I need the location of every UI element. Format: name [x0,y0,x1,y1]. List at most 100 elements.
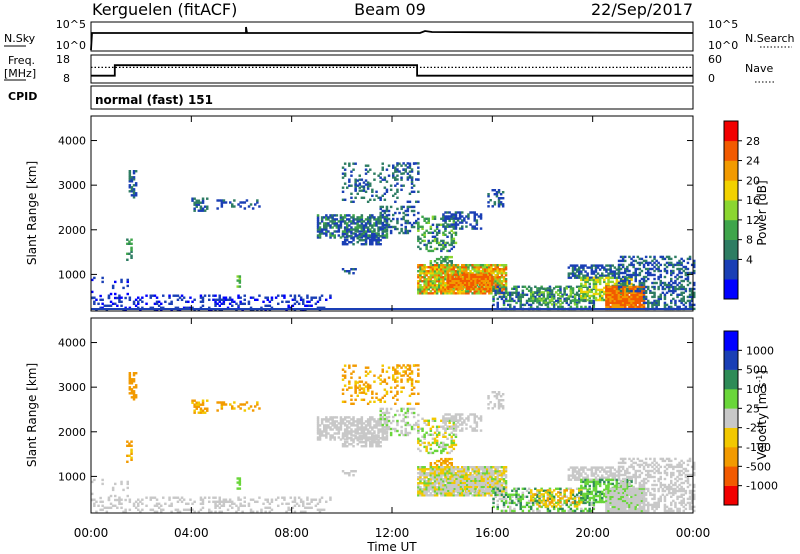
echo-cell [621,275,625,279]
echo-cell [446,241,449,245]
echo-cell [341,241,345,244]
echo-cell [354,437,357,440]
echo-cell [130,242,133,246]
echo-cell [360,222,364,225]
echo-cell [594,290,598,294]
echo-cell [638,293,642,297]
echo-cell [473,470,476,473]
echo-cell [690,287,694,291]
echo-cell [544,299,548,302]
echo-cell [617,297,621,301]
echo-cell [465,466,468,469]
echo-cell [605,282,608,286]
echo-cell [139,500,142,504]
echo-cell [440,462,443,465]
echo-cell [364,241,368,244]
echo-cell [667,281,671,285]
echo-cell [134,386,138,389]
echo-cell [475,270,479,273]
echo-cell [341,378,345,381]
echo-cell [492,264,495,267]
echo-cell [479,472,483,475]
echo-cell [450,449,453,453]
echo-cell [619,299,623,303]
echo-cell [331,234,334,237]
echo-cell [410,180,414,183]
echo-cell [500,272,504,275]
echo-cell [406,431,410,435]
echo-cell [674,255,677,259]
echo-cell [239,302,242,306]
echo-cell [467,470,470,473]
echo-cell [452,423,456,427]
echo-cell [605,297,608,301]
echo-cell [634,301,637,305]
echo-cell [647,273,650,277]
echo-cell [670,271,673,275]
echo-cell [373,218,376,221]
echo-cell [431,486,435,489]
echo-cell [316,424,320,427]
echo-cell [412,205,416,209]
echo-cell [561,293,564,297]
echo-cell [461,221,464,224]
echo-cell [406,402,410,406]
echo-cell [352,243,355,246]
echo-cell [421,225,424,229]
echo-cell [489,285,492,289]
echo-cell [665,269,669,273]
echo-cell [442,264,445,267]
echo-cell [352,441,355,444]
echo-cell [120,304,123,308]
echo-cell [592,284,596,288]
echo-cell [377,428,380,431]
echo-cell [201,300,205,304]
echo-cell [381,166,384,169]
echo-cell [477,270,481,273]
echo-cell [538,287,541,290]
echo-cell [400,407,403,411]
echo-cell [360,428,364,431]
echo-cell [375,438,378,441]
echo-cell [379,423,382,427]
echo-cell [607,272,610,275]
echo-cell [465,290,468,293]
echo-cell [488,474,491,477]
echo-cell [609,305,612,309]
echo-cell [446,268,449,271]
velocity-heatmap [91,364,696,514]
echo-cell [515,287,518,291]
echo-cell [450,492,453,495]
echo-cell [109,300,113,304]
echo-cell [373,426,376,429]
echo-cell [216,207,219,210]
echo-cell [582,292,585,296]
echo-cell [452,417,456,420]
echo-cell [444,484,447,487]
echo-cell [590,294,594,298]
echo-cell [624,255,627,259]
echo-cell [598,288,602,292]
echo-cell [362,232,366,235]
echo-cell [412,221,416,225]
echo-cell [412,415,416,419]
echo-cell [481,270,485,273]
echo-cell [493,203,497,206]
echo-cell [672,263,675,267]
echo-cell [500,280,504,283]
echo-cell [525,287,529,291]
echo-cell [489,199,492,202]
echo-cell [348,224,351,227]
echo-cell [463,283,467,287]
echo-cell [613,297,617,301]
echo-cell [178,510,182,514]
echo-cell [450,239,453,243]
echo-cell [132,396,136,399]
echo-cell [243,294,246,297]
echo-cell [442,223,445,226]
echo-cell [693,291,696,295]
echo-cell [316,230,320,233]
echo-cell [617,305,621,309]
echo-cell [425,274,428,277]
echo-cell [647,287,650,291]
